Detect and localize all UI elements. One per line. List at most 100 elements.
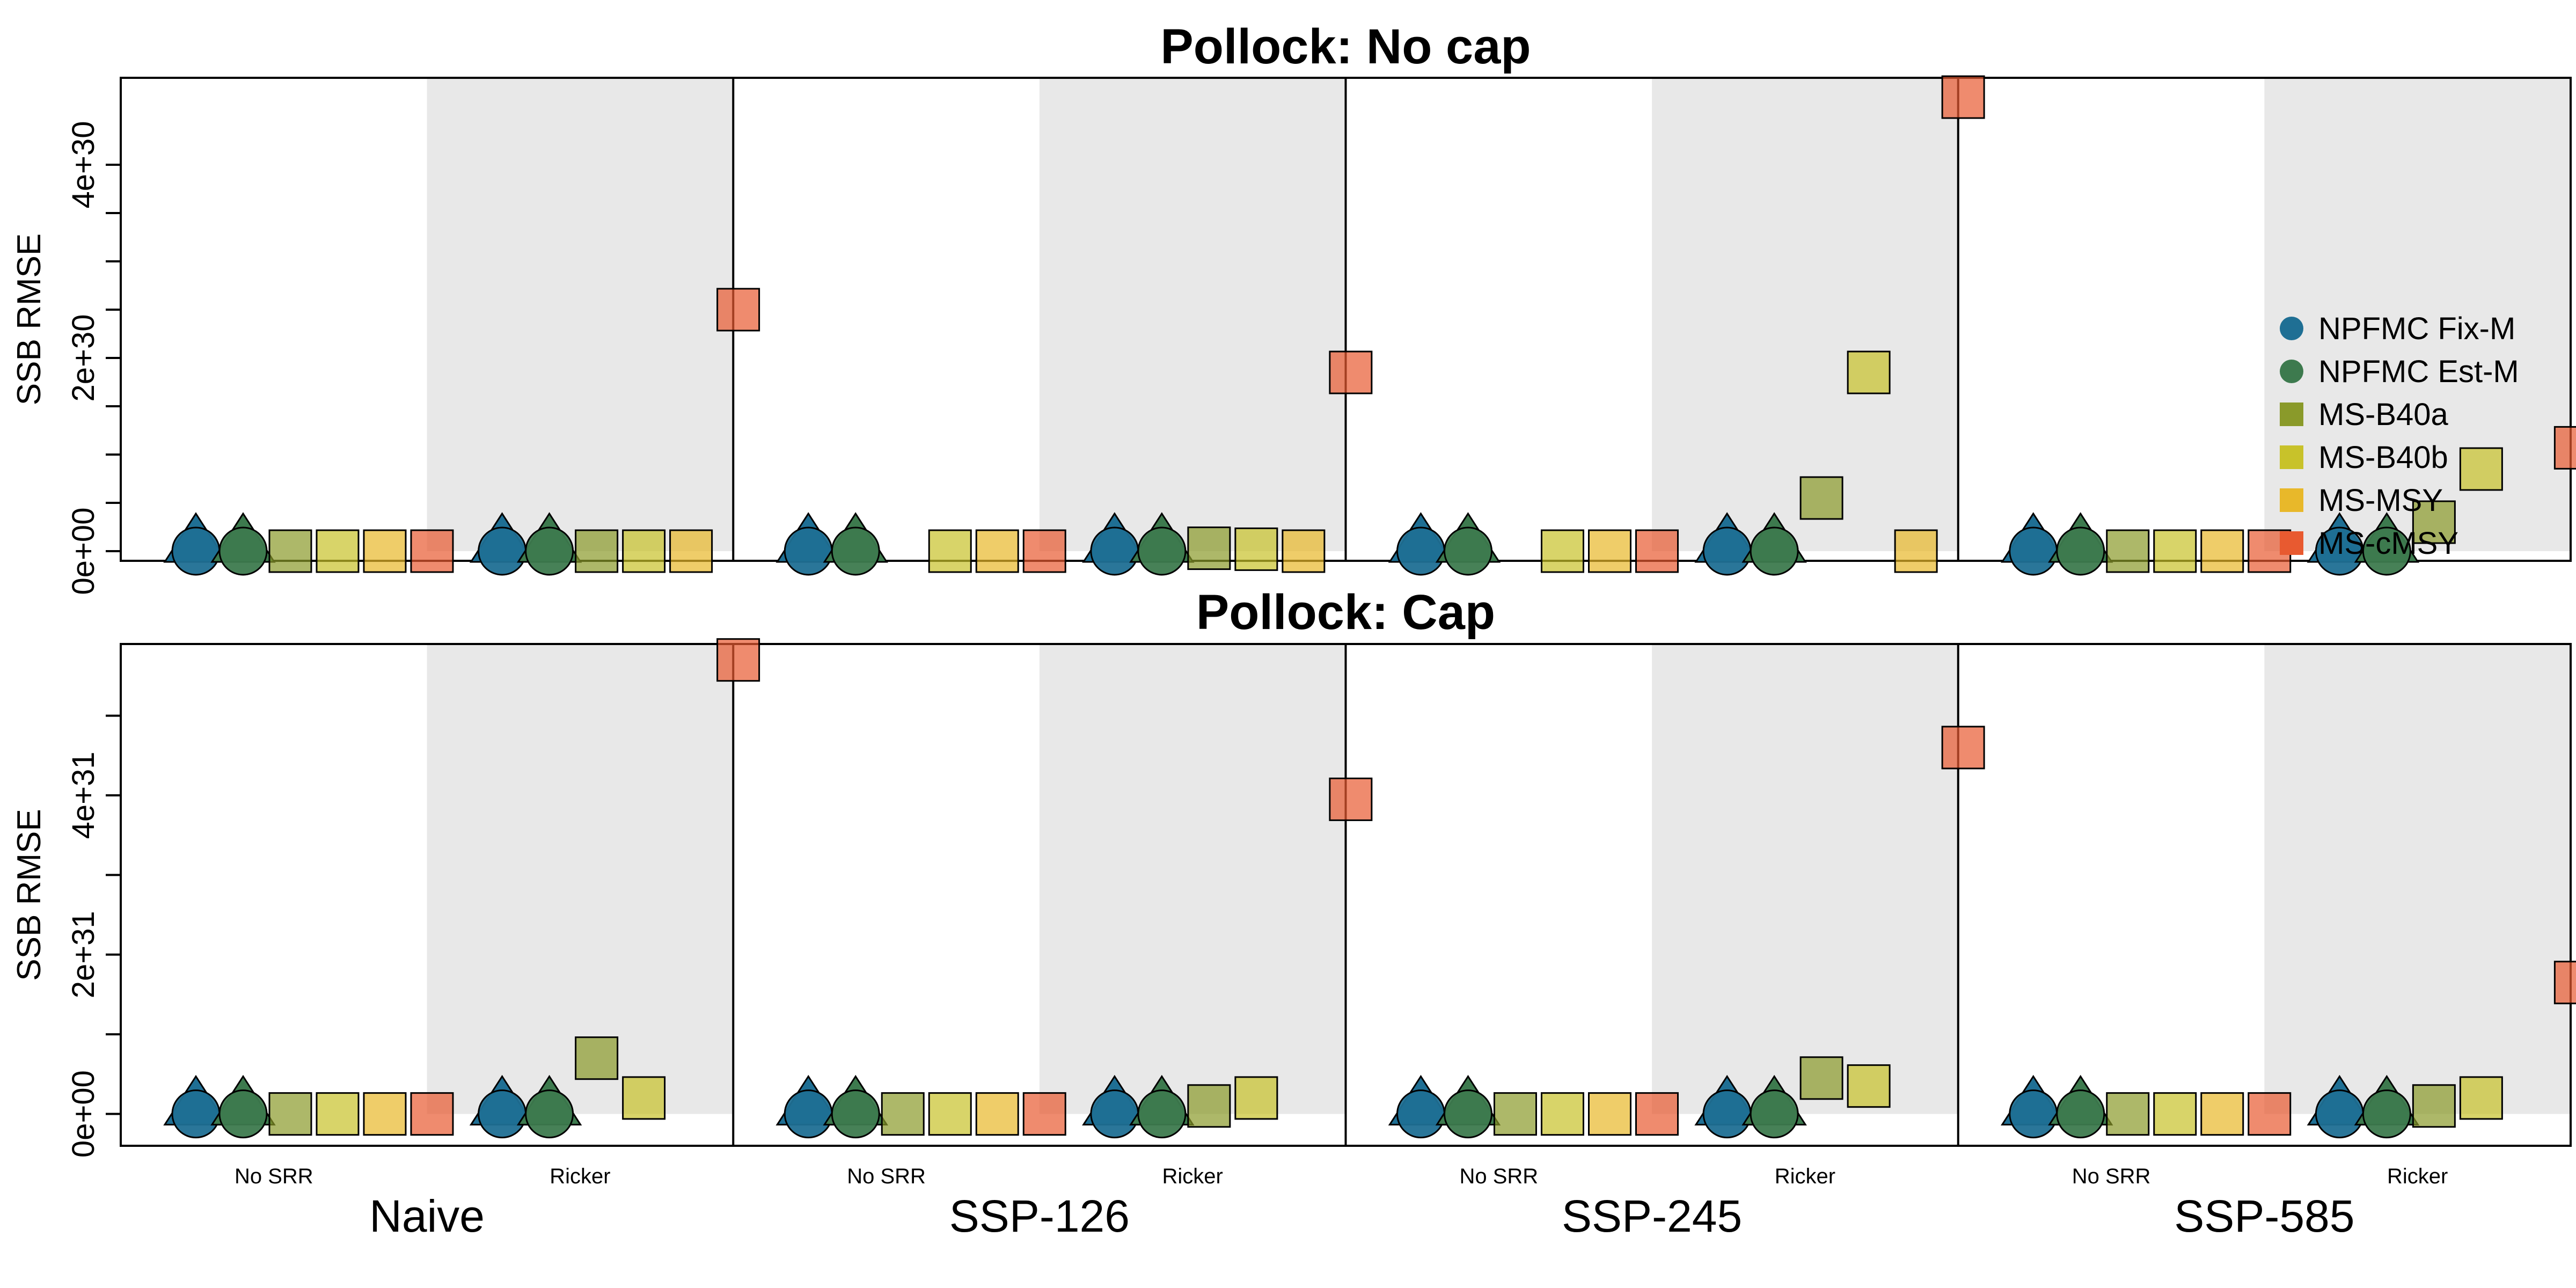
y-tick-label: 4e+31 (66, 752, 101, 839)
y-tick-label: 0e+00 (66, 1070, 101, 1158)
square-point (1329, 777, 1373, 821)
square-point (1282, 529, 1326, 573)
circle-point (218, 1089, 268, 1139)
square-point (1187, 526, 1231, 570)
circle-point (784, 526, 833, 576)
square-point (2553, 961, 2576, 1005)
circle-point (1444, 1089, 1492, 1139)
circle-point (478, 1089, 527, 1139)
y-tick-label: 2e+31 (66, 911, 101, 998)
x-subgroup-label: Ricker (2387, 1165, 2448, 1188)
circle-point (1702, 1089, 1752, 1139)
circle-point (831, 1089, 880, 1139)
square-point (1541, 529, 1584, 573)
legend-marker (2280, 317, 2303, 340)
square-point (1234, 527, 1278, 571)
square-point (1022, 1092, 1066, 1136)
square-point (2412, 1084, 2456, 1128)
circle-point (525, 1089, 574, 1139)
legend-marker (2280, 488, 2303, 512)
ricker-shade (2264, 644, 2571, 1114)
square-point (2459, 447, 2503, 491)
x-group-label: SSP-126 (949, 1191, 1130, 1241)
circle-point (1090, 1089, 1139, 1139)
square-point (928, 1092, 972, 1136)
ricker-shade (1652, 78, 1958, 551)
square-point (2553, 426, 2576, 470)
ricker-shade (427, 644, 734, 1114)
square-point (410, 529, 454, 573)
square-point (1329, 350, 1373, 394)
circle-point (831, 526, 880, 576)
x-subgroup-label: Ricker (550, 1165, 610, 1188)
square-point (410, 1092, 454, 1136)
square-point (881, 1092, 925, 1136)
square-point (1588, 529, 1631, 573)
square-point (575, 1036, 619, 1080)
y-axis-label: SSB RMSE (11, 809, 48, 980)
x-group-label: Naive (369, 1191, 485, 1241)
circle-point (1702, 526, 1752, 576)
x-subgroup-label: No SRR (2072, 1165, 2151, 1188)
square-point (928, 529, 972, 573)
square-point (2459, 1076, 2503, 1120)
circle-point (1137, 526, 1187, 576)
square-point (1941, 726, 1985, 770)
square-point (575, 529, 619, 573)
legend-label: NPFMC Est-M (2318, 354, 2519, 389)
x-group-label: SSP-245 (1562, 1191, 1742, 1241)
legend-label: MS-MSY (2318, 483, 2443, 518)
square-point (975, 529, 1019, 573)
square-point (622, 529, 666, 573)
circle-point (784, 1089, 833, 1139)
circle-point (1750, 1089, 1799, 1139)
ricker-shade (1652, 644, 1958, 1114)
x-subgroup-label: No SRR (1459, 1165, 1538, 1188)
square-point (1799, 476, 1843, 520)
square-point (1234, 1076, 1278, 1120)
square-point (1588, 1092, 1631, 1136)
ricker-shade (1039, 644, 1346, 1114)
square-point (716, 638, 760, 682)
square-point (2200, 1092, 2244, 1136)
square-point (316, 1092, 360, 1136)
legend-marker (2280, 531, 2303, 555)
square-point (1635, 1092, 1679, 1136)
ricker-shade (1039, 78, 1346, 551)
panel-title: Pollock: Cap (1196, 585, 1495, 640)
square-point (1022, 529, 1066, 573)
circle-point (1444, 526, 1492, 576)
circle-point (2362, 526, 2411, 576)
circle-point (2056, 1089, 2105, 1139)
circle-point (171, 526, 221, 576)
square-point (1941, 75, 1985, 119)
x-group-label: SSP-585 (2174, 1191, 2354, 1241)
square-point (1187, 1084, 1231, 1128)
circle-point (2362, 1089, 2411, 1139)
legend-label: MS-B40b (2318, 440, 2448, 475)
panel-title: Pollock: No cap (1160, 19, 1531, 74)
y-tick-label: 4e+30 (66, 121, 101, 209)
circle-point (171, 1089, 221, 1139)
square-point (363, 1092, 407, 1136)
circle-point (2009, 1089, 2058, 1139)
square-point (2200, 529, 2244, 573)
square-point (1847, 1064, 1891, 1108)
legend-label: MS-cMSY (2318, 526, 2458, 561)
square-point (622, 1076, 666, 1120)
circle-point (1396, 1089, 1445, 1139)
x-subgroup-label: No SRR (235, 1165, 313, 1188)
square-point (2412, 500, 2456, 544)
circle-point (2009, 526, 2058, 576)
legend-label: MS-B40a (2318, 397, 2449, 432)
square-point (716, 288, 760, 332)
square-point (268, 1092, 312, 1136)
x-subgroup-label: Ricker (1775, 1165, 1835, 1188)
legend-label: NPFMC Fix-M (2318, 311, 2515, 346)
square-point (1799, 1056, 1843, 1100)
square-point (2153, 1092, 2197, 1136)
ricker-shade (2264, 78, 2571, 551)
legend-marker (2280, 360, 2303, 383)
